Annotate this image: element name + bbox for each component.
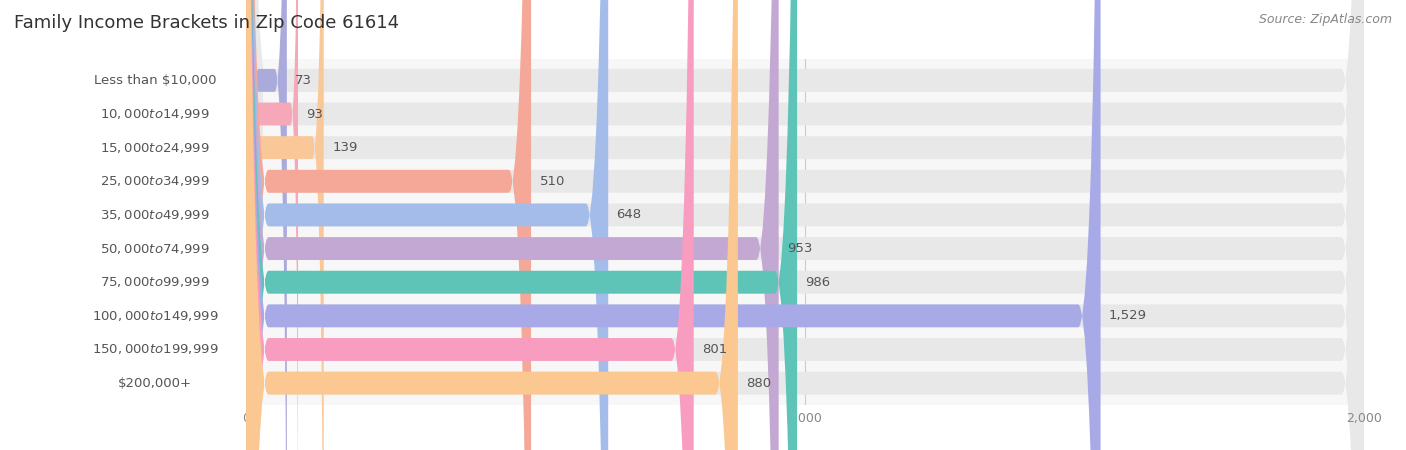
FancyBboxPatch shape bbox=[246, 0, 1364, 450]
FancyBboxPatch shape bbox=[246, 0, 1364, 450]
FancyBboxPatch shape bbox=[246, 0, 531, 450]
FancyBboxPatch shape bbox=[73, 0, 238, 450]
FancyBboxPatch shape bbox=[246, 0, 1364, 450]
Text: $15,000 to $24,999: $15,000 to $24,999 bbox=[100, 141, 209, 155]
Text: 73: 73 bbox=[295, 74, 312, 87]
FancyBboxPatch shape bbox=[246, 0, 1364, 450]
FancyBboxPatch shape bbox=[73, 0, 238, 450]
FancyBboxPatch shape bbox=[246, 0, 779, 450]
FancyBboxPatch shape bbox=[73, 0, 238, 450]
Text: 880: 880 bbox=[747, 377, 772, 390]
FancyBboxPatch shape bbox=[246, 0, 1364, 450]
Text: 953: 953 bbox=[787, 242, 813, 255]
FancyBboxPatch shape bbox=[73, 23, 238, 450]
Text: 986: 986 bbox=[806, 276, 831, 289]
Text: $200,000+: $200,000+ bbox=[118, 377, 193, 390]
Text: $75,000 to $99,999: $75,000 to $99,999 bbox=[100, 275, 209, 289]
FancyBboxPatch shape bbox=[73, 57, 238, 450]
FancyBboxPatch shape bbox=[246, 0, 323, 450]
Text: Less than $10,000: Less than $10,000 bbox=[94, 74, 217, 87]
FancyBboxPatch shape bbox=[246, 0, 693, 450]
Text: 801: 801 bbox=[702, 343, 727, 356]
FancyBboxPatch shape bbox=[246, 0, 1364, 450]
Text: $50,000 to $74,999: $50,000 to $74,999 bbox=[100, 242, 209, 256]
Text: Source: ZipAtlas.com: Source: ZipAtlas.com bbox=[1258, 14, 1392, 27]
FancyBboxPatch shape bbox=[73, 0, 238, 450]
Text: 648: 648 bbox=[617, 208, 641, 221]
FancyBboxPatch shape bbox=[246, 0, 1364, 450]
FancyBboxPatch shape bbox=[246, 0, 609, 450]
FancyBboxPatch shape bbox=[73, 0, 238, 440]
Text: $25,000 to $34,999: $25,000 to $34,999 bbox=[100, 174, 209, 188]
Text: $35,000 to $49,999: $35,000 to $49,999 bbox=[100, 208, 209, 222]
FancyBboxPatch shape bbox=[73, 0, 238, 450]
Text: $150,000 to $199,999: $150,000 to $199,999 bbox=[91, 342, 218, 356]
Text: 139: 139 bbox=[332, 141, 357, 154]
FancyBboxPatch shape bbox=[246, 0, 1364, 450]
FancyBboxPatch shape bbox=[246, 0, 797, 450]
FancyBboxPatch shape bbox=[246, 0, 1101, 450]
Text: 1,529: 1,529 bbox=[1109, 309, 1147, 322]
FancyBboxPatch shape bbox=[246, 0, 298, 450]
Text: Family Income Brackets in Zip Code 61614: Family Income Brackets in Zip Code 61614 bbox=[14, 14, 399, 32]
Text: $100,000 to $149,999: $100,000 to $149,999 bbox=[91, 309, 218, 323]
FancyBboxPatch shape bbox=[246, 0, 1364, 450]
FancyBboxPatch shape bbox=[246, 0, 1364, 450]
FancyBboxPatch shape bbox=[246, 0, 738, 450]
FancyBboxPatch shape bbox=[246, 0, 287, 450]
FancyBboxPatch shape bbox=[73, 0, 238, 450]
Text: 510: 510 bbox=[540, 175, 565, 188]
Text: 93: 93 bbox=[307, 108, 323, 121]
FancyBboxPatch shape bbox=[73, 0, 238, 406]
Text: $10,000 to $14,999: $10,000 to $14,999 bbox=[100, 107, 209, 121]
